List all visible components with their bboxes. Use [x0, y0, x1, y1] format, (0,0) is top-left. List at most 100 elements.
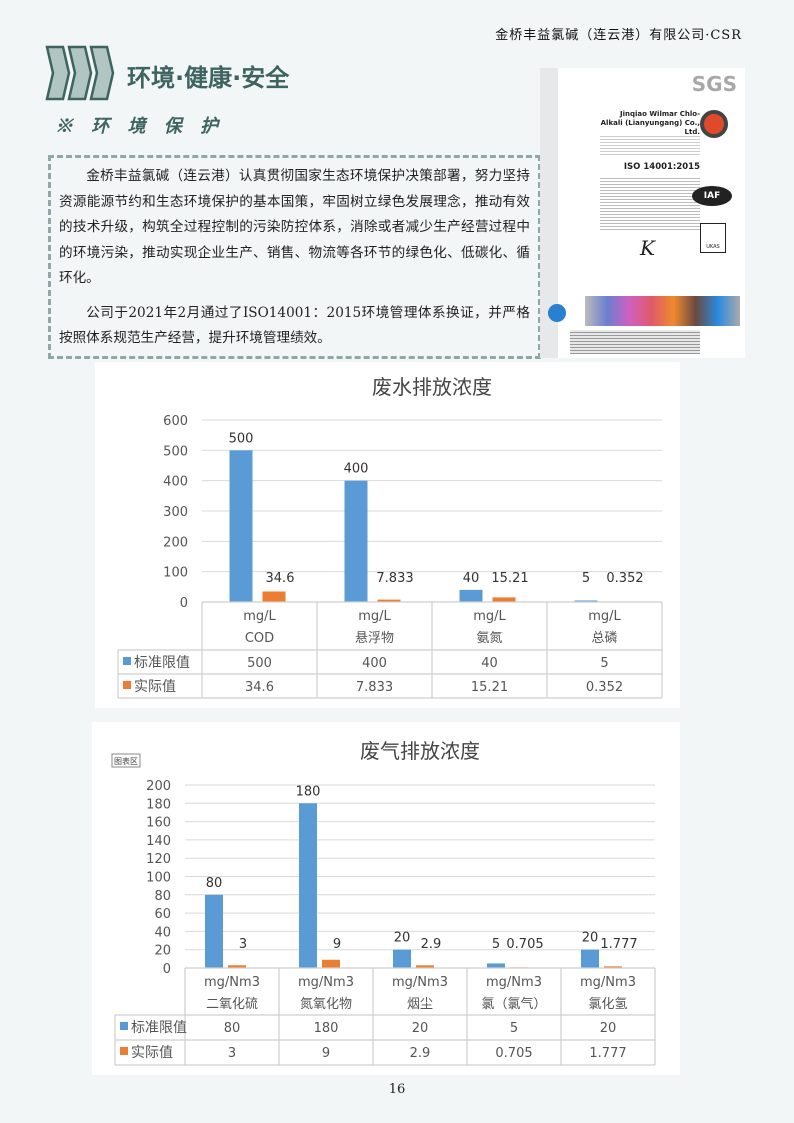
y-tick-label: 600	[163, 414, 188, 429]
wastewater-chart: 废水排放浓度 0 100 200 300 400 500 600 500 400 40 5 34.6 7.…	[117, 375, 663, 699]
legend-swatch	[123, 657, 131, 665]
category-label: 氮氧化物	[300, 997, 352, 1012]
table-cell-actual: 2.9	[410, 1046, 431, 1061]
legend-label: 标准限值	[131, 1020, 187, 1036]
chart-area-tag-label: 图表区	[114, 756, 138, 766]
bar-standard	[344, 480, 368, 602]
table-cell-actual: 9	[322, 1046, 330, 1061]
bar-actual	[228, 965, 246, 968]
table-cell-standard: 180	[314, 1021, 339, 1036]
y-tick-label: 80	[154, 889, 171, 904]
data-label: 500	[229, 431, 254, 446]
table-cell-actual: 34.6	[245, 680, 274, 695]
table-cell-actual: 1.777	[589, 1046, 626, 1061]
table-cell-standard: 400	[362, 656, 387, 671]
data-label: 20	[582, 931, 599, 946]
y-tick-label: 0	[163, 962, 171, 977]
data-label: 1.777	[600, 937, 637, 952]
data-label: 34.6	[266, 571, 295, 586]
category-label: 氯化氢	[588, 997, 627, 1012]
bar-actual	[492, 597, 516, 602]
y-tick-label: 500	[163, 444, 188, 459]
sgs-logo: SGS	[691, 72, 737, 96]
table-cell-standard: 40	[481, 656, 498, 671]
bar-actual	[377, 599, 401, 602]
data-label: 9	[333, 937, 341, 952]
category-label: 烟尘	[407, 997, 433, 1012]
globe-icon	[548, 304, 566, 322]
data-label: 5	[492, 937, 500, 952]
bar-actual	[416, 965, 434, 968]
page-number: 16	[388, 1082, 406, 1097]
signature-icon: K	[640, 236, 655, 260]
chart-title: 废气排放浓度	[360, 739, 480, 763]
certificate-standard: ISO 14001:2015	[623, 162, 700, 172]
table-cell-actual: 0.705	[495, 1046, 532, 1061]
category-unit: mg/Nm3	[392, 975, 448, 990]
table-cell-standard: 20	[412, 1021, 429, 1036]
table-cell-actual: 0.352	[586, 680, 623, 695]
y-tick-label: 20	[154, 944, 171, 959]
category-label: 氨氮	[476, 631, 502, 646]
y-tick-label: 0	[180, 596, 188, 611]
legend-swatch	[120, 1047, 128, 1055]
y-tick-label: 100	[163, 566, 188, 581]
y-tick-label: 160	[146, 816, 171, 831]
y-tick-label: 40	[154, 925, 171, 940]
bar-standard	[299, 803, 317, 968]
y-tick-label: 140	[146, 834, 171, 849]
y-tick-label: 180	[146, 797, 171, 812]
legend-label: 实际值	[131, 1045, 173, 1061]
data-label: 400	[344, 462, 369, 477]
wastegas-chart-panel: 废气排放浓度 图表区 0 20 40 60 80 100 120 140 160 180 200 80 18…	[92, 722, 680, 1075]
bar-standard	[393, 949, 411, 968]
section-title: 环境·健康·安全	[127, 64, 290, 92]
y-tick-label: 400	[163, 475, 188, 490]
chart-title: 废水排放浓度	[372, 375, 492, 399]
legend-label: 实际值	[134, 679, 176, 695]
category-unit: mg/L	[588, 609, 621, 624]
y-tick-label: 200	[163, 535, 188, 550]
category-unit: mg/L	[358, 609, 391, 624]
table-cell-standard: 80	[224, 1021, 241, 1036]
data-label: 0.705	[506, 937, 543, 952]
intro-paragraph: 金桥丰益氯碱（连云港）认真贯彻国家生态环境保护决策部署，努力坚持资源能源节约和生…	[59, 168, 530, 286]
bird-stripe-decoration	[585, 296, 740, 326]
bar-actual	[322, 959, 340, 968]
chart-area-tag	[111, 753, 141, 768]
intro-paragraph: 公司于2021年2月通过了ISO14001：2015环境管理体系换证，并严格按照…	[59, 304, 530, 347]
ukas-badge: UKAS	[700, 223, 726, 253]
table-cell-standard: 5	[510, 1021, 518, 1036]
chevron-decoration-icon	[45, 45, 115, 101]
data-label: 80	[206, 876, 223, 891]
category-unit: mg/Nm3	[204, 975, 260, 990]
category-unit: mg/L	[473, 609, 506, 624]
bar-standard	[574, 600, 598, 602]
table-cell-actual: 7.833	[356, 680, 393, 695]
category-label: COD	[245, 631, 274, 646]
data-label: 15.21	[491, 571, 528, 586]
category-unit: mg/Nm3	[580, 975, 636, 990]
data-label: 0.352	[606, 571, 643, 586]
category-label: 悬浮物	[355, 631, 394, 646]
table-cell-standard: 500	[247, 656, 272, 671]
table-cell-actual: 15.21	[471, 680, 508, 695]
data-label: 7.833	[376, 571, 413, 586]
data-label: 20	[394, 931, 411, 946]
table-cell-standard: 20	[600, 1021, 617, 1036]
category-label: 二氧化硫	[206, 997, 258, 1012]
data-label: 40	[463, 571, 480, 586]
category-unit: mg/L	[243, 609, 276, 624]
legend-swatch	[120, 1022, 128, 1030]
data-label: 3	[239, 937, 247, 952]
y-tick-label: 60	[154, 907, 171, 922]
data-label: 180	[296, 784, 321, 799]
certification-mark-icon	[700, 110, 728, 138]
data-label: 2.9	[421, 937, 442, 952]
header-company-csr: 金桥丰益氯碱（连云港）有限公司·CSR	[495, 28, 742, 43]
table-cell-standard: 5	[600, 656, 608, 671]
legend-swatch	[123, 681, 131, 689]
category-label: 氯（氯气）	[481, 996, 546, 1012]
y-tick-label: 200	[146, 779, 171, 794]
